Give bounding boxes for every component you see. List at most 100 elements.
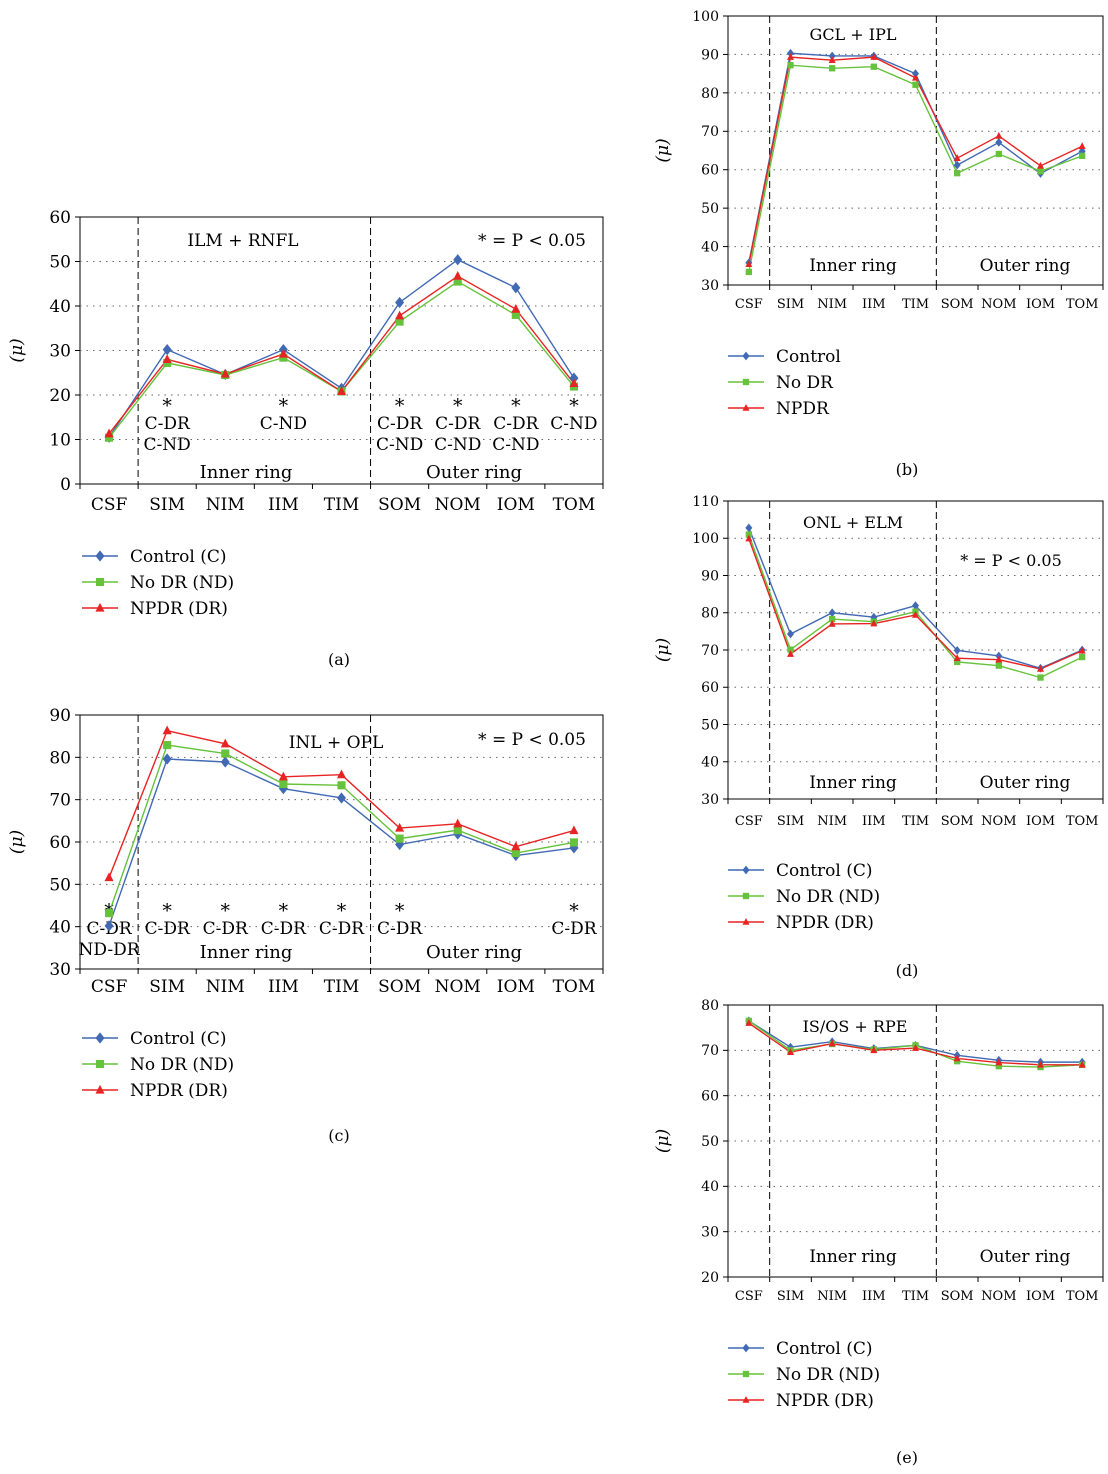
y-tick-label: 40 (49, 297, 71, 317)
data-point (105, 909, 114, 918)
panel-caption: (a) (328, 650, 350, 669)
data-point (954, 170, 961, 177)
y-tick-label: 30 (701, 792, 719, 808)
x-tick-label: TOM (553, 977, 596, 997)
legend-marker (742, 1395, 750, 1403)
data-point (745, 531, 752, 538)
legend-marker (95, 577, 105, 587)
significance-star: * (162, 395, 172, 417)
data-point (1037, 1060, 1044, 1068)
x-tick-label: NOM (435, 495, 481, 515)
data-point (1079, 152, 1086, 160)
region-label: Inner ring (809, 256, 897, 276)
data-point (953, 1054, 961, 1062)
data-point (828, 51, 836, 61)
data-point (162, 354, 172, 363)
chart-title: IS/OS + RPE (803, 1017, 908, 1036)
x-tick-label: SIM (149, 977, 185, 997)
y-tick-label: 90 (701, 47, 719, 63)
data-point (828, 608, 836, 618)
data-point (279, 779, 288, 789)
series-line-control (108, 258, 575, 438)
data-point (395, 822, 405, 832)
significance-label: C-DR (493, 414, 539, 434)
y-tick-label: 100 (692, 531, 719, 547)
data-point (745, 1019, 753, 1026)
data-point (337, 769, 346, 779)
data-point (278, 771, 288, 781)
chart-panel-a: 0 10 20 30 40 50 60 CSF SIM NIM IIM TIM SOM NOM IOM TOM… (7, 208, 604, 669)
data-point (995, 655, 1003, 663)
data-point (337, 386, 346, 396)
y-tick-label: 50 (701, 201, 719, 217)
x-tick-label: TOM (553, 495, 596, 515)
data-point (787, 53, 794, 60)
plot-frame (727, 15, 1104, 286)
significance-star: * (395, 395, 405, 417)
data-point (278, 348, 288, 358)
legend-marker (742, 865, 750, 875)
y-tick-label: 40 (49, 918, 71, 938)
data-point (220, 738, 230, 748)
data-point (870, 53, 878, 60)
y-tick-label: 60 (49, 833, 71, 853)
data-point (453, 254, 463, 266)
legend-label: Control (C) (130, 547, 227, 567)
region-label: Inner ring (200, 942, 293, 963)
significance-label: C-DR (377, 414, 423, 434)
x-tick-label: SOM (941, 814, 974, 829)
data-point (1078, 646, 1086, 654)
data-point (995, 131, 1003, 139)
data-point (221, 749, 230, 758)
data-point (787, 629, 794, 639)
data-point (337, 781, 346, 790)
region-label: Outer ring (980, 256, 1071, 276)
chart-panel-d: 30 40 50 60 70 80 90 100 110 CSF SIM NIM IIM TIM SOM NO… (653, 494, 1104, 980)
data-point (995, 150, 1002, 158)
significance-star: * (569, 900, 579, 922)
series-line-npdr (748, 56, 1083, 265)
x-tick-label: CSF (91, 495, 128, 515)
data-point (395, 834, 404, 843)
x-tick-label: NOM (435, 977, 481, 997)
x-tick-label: IIM (268, 977, 299, 997)
x-tick-label: IOM (1026, 1289, 1055, 1304)
y-tick-label: 80 (701, 998, 719, 1014)
data-point (870, 1046, 878, 1054)
data-point (870, 63, 877, 70)
data-point (787, 1048, 794, 1055)
x-tick-label: NOM (981, 297, 1016, 312)
data-point (829, 65, 836, 72)
data-point (453, 277, 462, 286)
region-label: Outer ring (426, 462, 522, 483)
y-tick-label: 20 (701, 1270, 719, 1286)
data-point (953, 654, 961, 661)
data-point (104, 872, 114, 882)
legend-label: NPDR (DR) (130, 1081, 228, 1101)
legend-label: Control (C) (776, 861, 873, 881)
data-point (745, 523, 753, 533)
legend-marker (95, 1059, 105, 1069)
data-point (745, 268, 752, 276)
data-point (220, 756, 230, 768)
y-tick-label: 40 (701, 1179, 719, 1195)
region-label: Outer ring (980, 1247, 1071, 1267)
y-tick-label: 70 (701, 643, 719, 659)
x-tick-label: TOM (1066, 1289, 1099, 1304)
data-point (453, 818, 463, 828)
data-point (1037, 161, 1044, 169)
region-label: Outer ring (426, 942, 522, 963)
significance-label: C-DR (377, 919, 423, 939)
y-axis-label: (μ) (653, 1129, 673, 1153)
data-point (870, 619, 878, 627)
y-tick-label: 60 (701, 680, 719, 696)
panel-caption: (c) (328, 1126, 349, 1145)
legend-label: Control (776, 347, 841, 367)
significance-star: * (511, 395, 521, 417)
y-tick-label: 20 (49, 386, 71, 406)
significance-note: * = P < 0.05 (478, 231, 586, 251)
y-tick-label: 80 (701, 606, 719, 622)
data-point (912, 69, 919, 79)
x-tick-label: SOM (941, 297, 974, 312)
x-tick-label: TIM (902, 297, 929, 312)
